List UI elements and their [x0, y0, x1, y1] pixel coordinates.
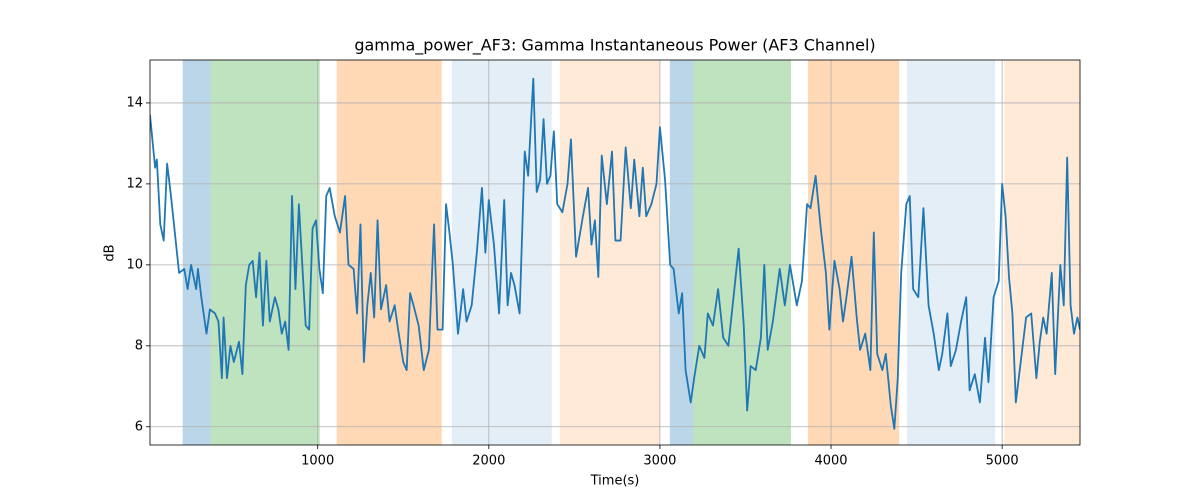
shaded-span [669, 60, 693, 445]
x-tick-label: 2000 [472, 454, 505, 469]
plot-frame [149, 59, 1081, 446]
y-tick-label: 14 [126, 95, 143, 110]
shaded-span [182, 60, 211, 445]
x-tick-label: 3000 [643, 454, 676, 469]
y-axis-label: dB [103, 244, 118, 261]
shaded-span [210, 60, 320, 445]
data-line [150, 77, 1080, 430]
y-tick-label: 8 [135, 338, 143, 353]
shaded-span [692, 60, 791, 445]
x-tick-label: 1000 [301, 454, 334, 469]
x-tick-label: 4000 [814, 454, 847, 469]
y-tick-label: 12 [126, 176, 143, 191]
shaded-span [807, 60, 900, 445]
x-axis-label: Time(s) [590, 474, 640, 489]
y-tick-label: 6 [135, 419, 143, 434]
shaded-span [559, 60, 660, 445]
y-tick-label: 10 [126, 257, 143, 272]
shaded-span [1004, 60, 1080, 445]
chart-title: gamma_power_AF3: Gamma Instantaneous Pow… [354, 36, 875, 56]
x-tick-label: 5000 [986, 454, 1019, 469]
shaded-span [336, 60, 442, 445]
